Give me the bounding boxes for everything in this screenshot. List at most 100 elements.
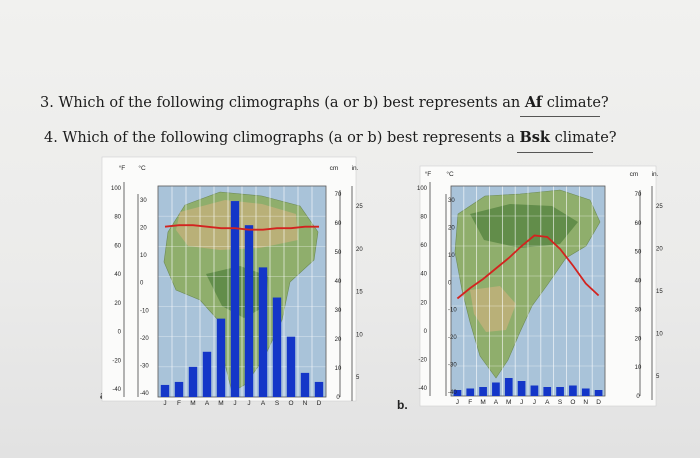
fahrenheit-tick-label: 100 — [111, 186, 122, 192]
month-label: F — [177, 400, 181, 407]
precipitation-bar — [492, 382, 500, 396]
precipitation-bar — [581, 388, 590, 396]
precipitation-bar — [160, 384, 170, 397]
month-label: F — [468, 399, 472, 406]
fahrenheit-tick-label: 40 — [420, 272, 427, 278]
temperature-line — [456, 234, 600, 300]
precipitation-bar — [556, 387, 564, 396]
celsius-tick-label: 10 — [140, 253, 147, 259]
celsius-tick-label: 20 — [140, 226, 147, 232]
month-label: M — [480, 399, 485, 406]
fahrenheit-tick-label: -40 — [418, 386, 427, 392]
inch-tick-label: 5 — [356, 375, 360, 381]
climate-term: Af — [524, 94, 543, 111]
centimeter-tick-label: 20 — [335, 337, 342, 343]
panel-b-label: b. — [397, 398, 408, 412]
month-label: A — [494, 399, 499, 406]
fahrenheit-tick-label: 60 — [114, 243, 121, 249]
inch-tick-label: 20 — [656, 247, 663, 253]
celsius-tick-label: 30 — [448, 198, 455, 204]
precipitation-bar — [594, 390, 603, 396]
celsius-tick-label: -10 — [448, 308, 457, 314]
celsius-tick-label: 0 — [140, 281, 144, 287]
centimeter-tick-label: 60 — [335, 221, 342, 227]
fahrenheit-tick-label: 20 — [114, 301, 121, 307]
month-label: M — [218, 400, 223, 407]
celsius-tick-label: -40 — [448, 390, 457, 396]
map-of-north-america — [451, 186, 605, 396]
question-number: 3. — [40, 95, 54, 111]
celsius-tick-label: -20 — [448, 335, 457, 341]
centimeter-tick-label: 0 — [336, 395, 340, 401]
ocean — [158, 186, 326, 397]
chart-card — [419, 165, 657, 407]
centimeter-tick-label: 10 — [335, 366, 342, 372]
month-label: O — [570, 399, 575, 406]
temperature-line — [164, 224, 319, 231]
celsius-tick-label: 10 — [448, 253, 455, 259]
precipitation-bar — [543, 387, 552, 396]
fahrenheit-tick-label: -40 — [112, 387, 121, 393]
fahrenheit-tick-label: 60 — [420, 243, 427, 249]
month-label: A — [545, 399, 550, 406]
centimeter-tick-label: 50 — [335, 250, 342, 256]
inch-label: in. — [352, 165, 359, 172]
month-label: J — [520, 399, 523, 406]
celsius-tick-label: 0 — [448, 280, 452, 286]
month-label: D — [596, 399, 601, 406]
inch-label: in. — [652, 171, 659, 178]
fahrenheit-tick-label: -20 — [112, 358, 121, 364]
month-label: J — [247, 400, 250, 407]
centimeter-tick-label: 30 — [635, 307, 642, 313]
centimeter-tick-label: 30 — [335, 308, 342, 314]
centimeter-tick-label: 70 — [635, 192, 642, 198]
celsius-tick-label: 20 — [448, 225, 455, 231]
precipitation-bar — [174, 381, 184, 397]
celsius-tick-label: -20 — [140, 336, 149, 342]
precipitation-bar — [272, 297, 282, 397]
precipitation-bar — [314, 381, 324, 397]
question-suffix: climate? — [549, 130, 617, 146]
desert — [176, 200, 298, 250]
panel-a-label: a. — [100, 388, 111, 402]
climate-term: Bsk — [519, 129, 550, 146]
precipitation-bar — [202, 351, 212, 397]
land — [454, 189, 601, 379]
centimeter-tick-label: 50 — [635, 250, 642, 256]
centimeter-tick-label: 70 — [335, 192, 342, 198]
desert — [470, 286, 516, 332]
precipitation-bar — [230, 201, 240, 397]
ocean — [451, 186, 605, 396]
question-number: 4. — [44, 130, 58, 146]
forest — [470, 204, 578, 248]
fahrenheit-label: °F — [425, 170, 432, 178]
chart-card — [101, 156, 357, 402]
month-label: S — [558, 399, 563, 406]
fahrenheit-label: °F — [119, 164, 126, 172]
month-label: D — [317, 400, 322, 407]
question-text: Which of the following climographs (a or… — [58, 95, 525, 111]
plot-frame — [157, 185, 327, 398]
land — [163, 191, 319, 393]
precipitation-bar — [188, 366, 198, 397]
centimeter-tick-label: 0 — [636, 394, 640, 400]
answer-blank-4[interactable] — [517, 152, 593, 153]
centimeter-tick-label: 60 — [635, 221, 642, 227]
month-label: J — [233, 400, 236, 407]
precipitation-bar — [530, 385, 539, 396]
month-label: J — [456, 399, 459, 406]
centimeter-tick-label: 40 — [335, 279, 342, 285]
answer-blank-3[interactable] — [520, 116, 600, 117]
forest — [206, 266, 268, 318]
inch-tick-label: 25 — [356, 204, 363, 210]
celsius-tick-label: -30 — [448, 363, 457, 369]
celsius-tick-label: 30 — [140, 198, 147, 204]
fahrenheit-tick-label: 80 — [114, 215, 121, 221]
month-label: O — [288, 400, 293, 407]
precipitation-bar — [517, 381, 526, 396]
question-4: 4. Which of the following climographs (a… — [44, 129, 617, 146]
month-label: S — [275, 400, 280, 407]
centimeter-tick-label: 10 — [635, 365, 642, 371]
precipitation-bar — [466, 388, 475, 396]
inch-tick-label: 10 — [656, 332, 663, 338]
